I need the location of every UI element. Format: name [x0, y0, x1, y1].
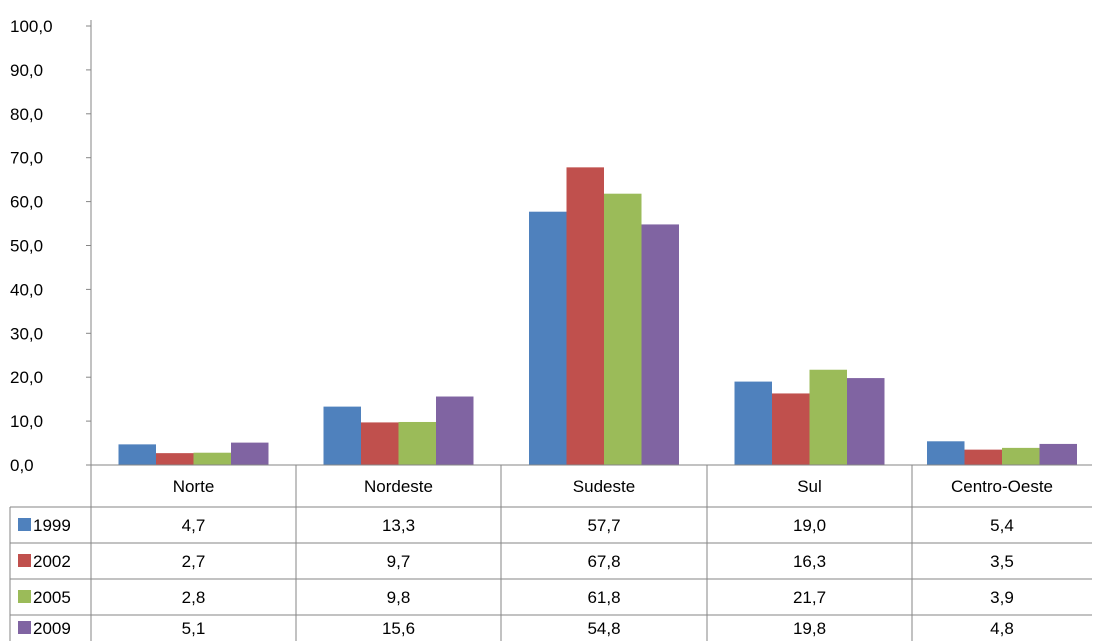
bar-2002-sul [772, 393, 810, 465]
data-label: 19,0 [793, 516, 826, 535]
data-label: 13,3 [382, 516, 415, 535]
data-label: 16,3 [793, 552, 826, 571]
data-label: 5,4 [990, 516, 1014, 535]
data-label: 9,8 [387, 588, 411, 607]
bar-1999-norte [118, 444, 156, 465]
category-label: Sudeste [573, 477, 635, 496]
bar-2002-centro-oeste [964, 449, 1002, 465]
y-tick-label: 20,0 [10, 368, 43, 387]
y-tick-label: 40,0 [10, 280, 43, 299]
bar-2002-nordeste [361, 422, 399, 465]
bars [118, 167, 1077, 465]
y-tick-label: 60,0 [10, 193, 43, 212]
data-label: 67,8 [587, 552, 620, 571]
bar-1999-sul [734, 381, 772, 465]
data-table: Norte Nordeste Sudeste Sul Centro-Oeste 1999 4… [9, 464, 1092, 641]
legend-key-2002 [18, 554, 31, 567]
data-label: 21,7 [793, 588, 826, 607]
bar-2009-sudeste [641, 224, 679, 465]
bar-2002-norte [156, 453, 194, 465]
bar-2005-sudeste [604, 193, 642, 465]
bar-2005-norte [193, 452, 231, 465]
data-label: 4,7 [182, 516, 206, 535]
bar-2005-centro-oeste [1002, 447, 1040, 465]
bar-1999-centro-oeste [927, 441, 965, 465]
bar-2005-nordeste [398, 421, 436, 465]
legend-label: 2009 [33, 619, 71, 638]
data-label: 4,8 [990, 619, 1014, 638]
legend-label: 2005 [33, 588, 71, 607]
bar-1999-nordeste [323, 406, 361, 465]
data-label: 61,8 [587, 588, 620, 607]
category-label: Norte [173, 477, 215, 496]
data-label: 9,7 [387, 552, 411, 571]
data-label: 54,8 [587, 619, 620, 638]
legend-label: 1999 [33, 516, 71, 535]
legend-key-1999 [18, 518, 31, 531]
bar-2009-nordeste [436, 396, 474, 465]
data-label: 2,8 [182, 588, 206, 607]
category-label: Sul [797, 477, 822, 496]
data-label: 57,7 [587, 516, 620, 535]
legend-key-2005 [18, 590, 31, 603]
bar-1999-sudeste [529, 211, 567, 465]
data-label: 15,6 [382, 619, 415, 638]
legend-label: 2002 [33, 552, 71, 571]
data-label: 3,9 [990, 588, 1014, 607]
y-tick-label: 100,0 [10, 17, 53, 36]
bar-2009-centro-oeste [1039, 443, 1077, 465]
bar-2002-sudeste [566, 167, 604, 465]
data-label: 5,1 [182, 619, 206, 638]
y-tick-label: 70,0 [10, 149, 43, 168]
y-tick-label: 50,0 [10, 237, 43, 256]
data-label: 2,7 [182, 552, 206, 571]
bar-2009-sul [847, 378, 885, 465]
y-tick-label: 30,0 [10, 324, 43, 343]
data-label: 3,5 [990, 552, 1014, 571]
data-label: 19,8 [793, 619, 826, 638]
y-tick-label: 10,0 [10, 412, 43, 431]
y-tick-label: 80,0 [10, 105, 43, 124]
y-axis: 0,0 10,0 20,0 30,0 40,0 50,0 60,0 70,0 80,0 90,0 1… [10, 17, 92, 475]
bar-2005-sul [809, 369, 847, 465]
y-tick-label: 0,0 [10, 456, 34, 475]
bar-2009-norte [231, 442, 269, 465]
category-label: Nordeste [364, 477, 433, 496]
category-label: Centro-Oeste [951, 477, 1053, 496]
y-tick-label: 90,0 [10, 61, 43, 80]
legend-key-2009 [18, 621, 31, 634]
